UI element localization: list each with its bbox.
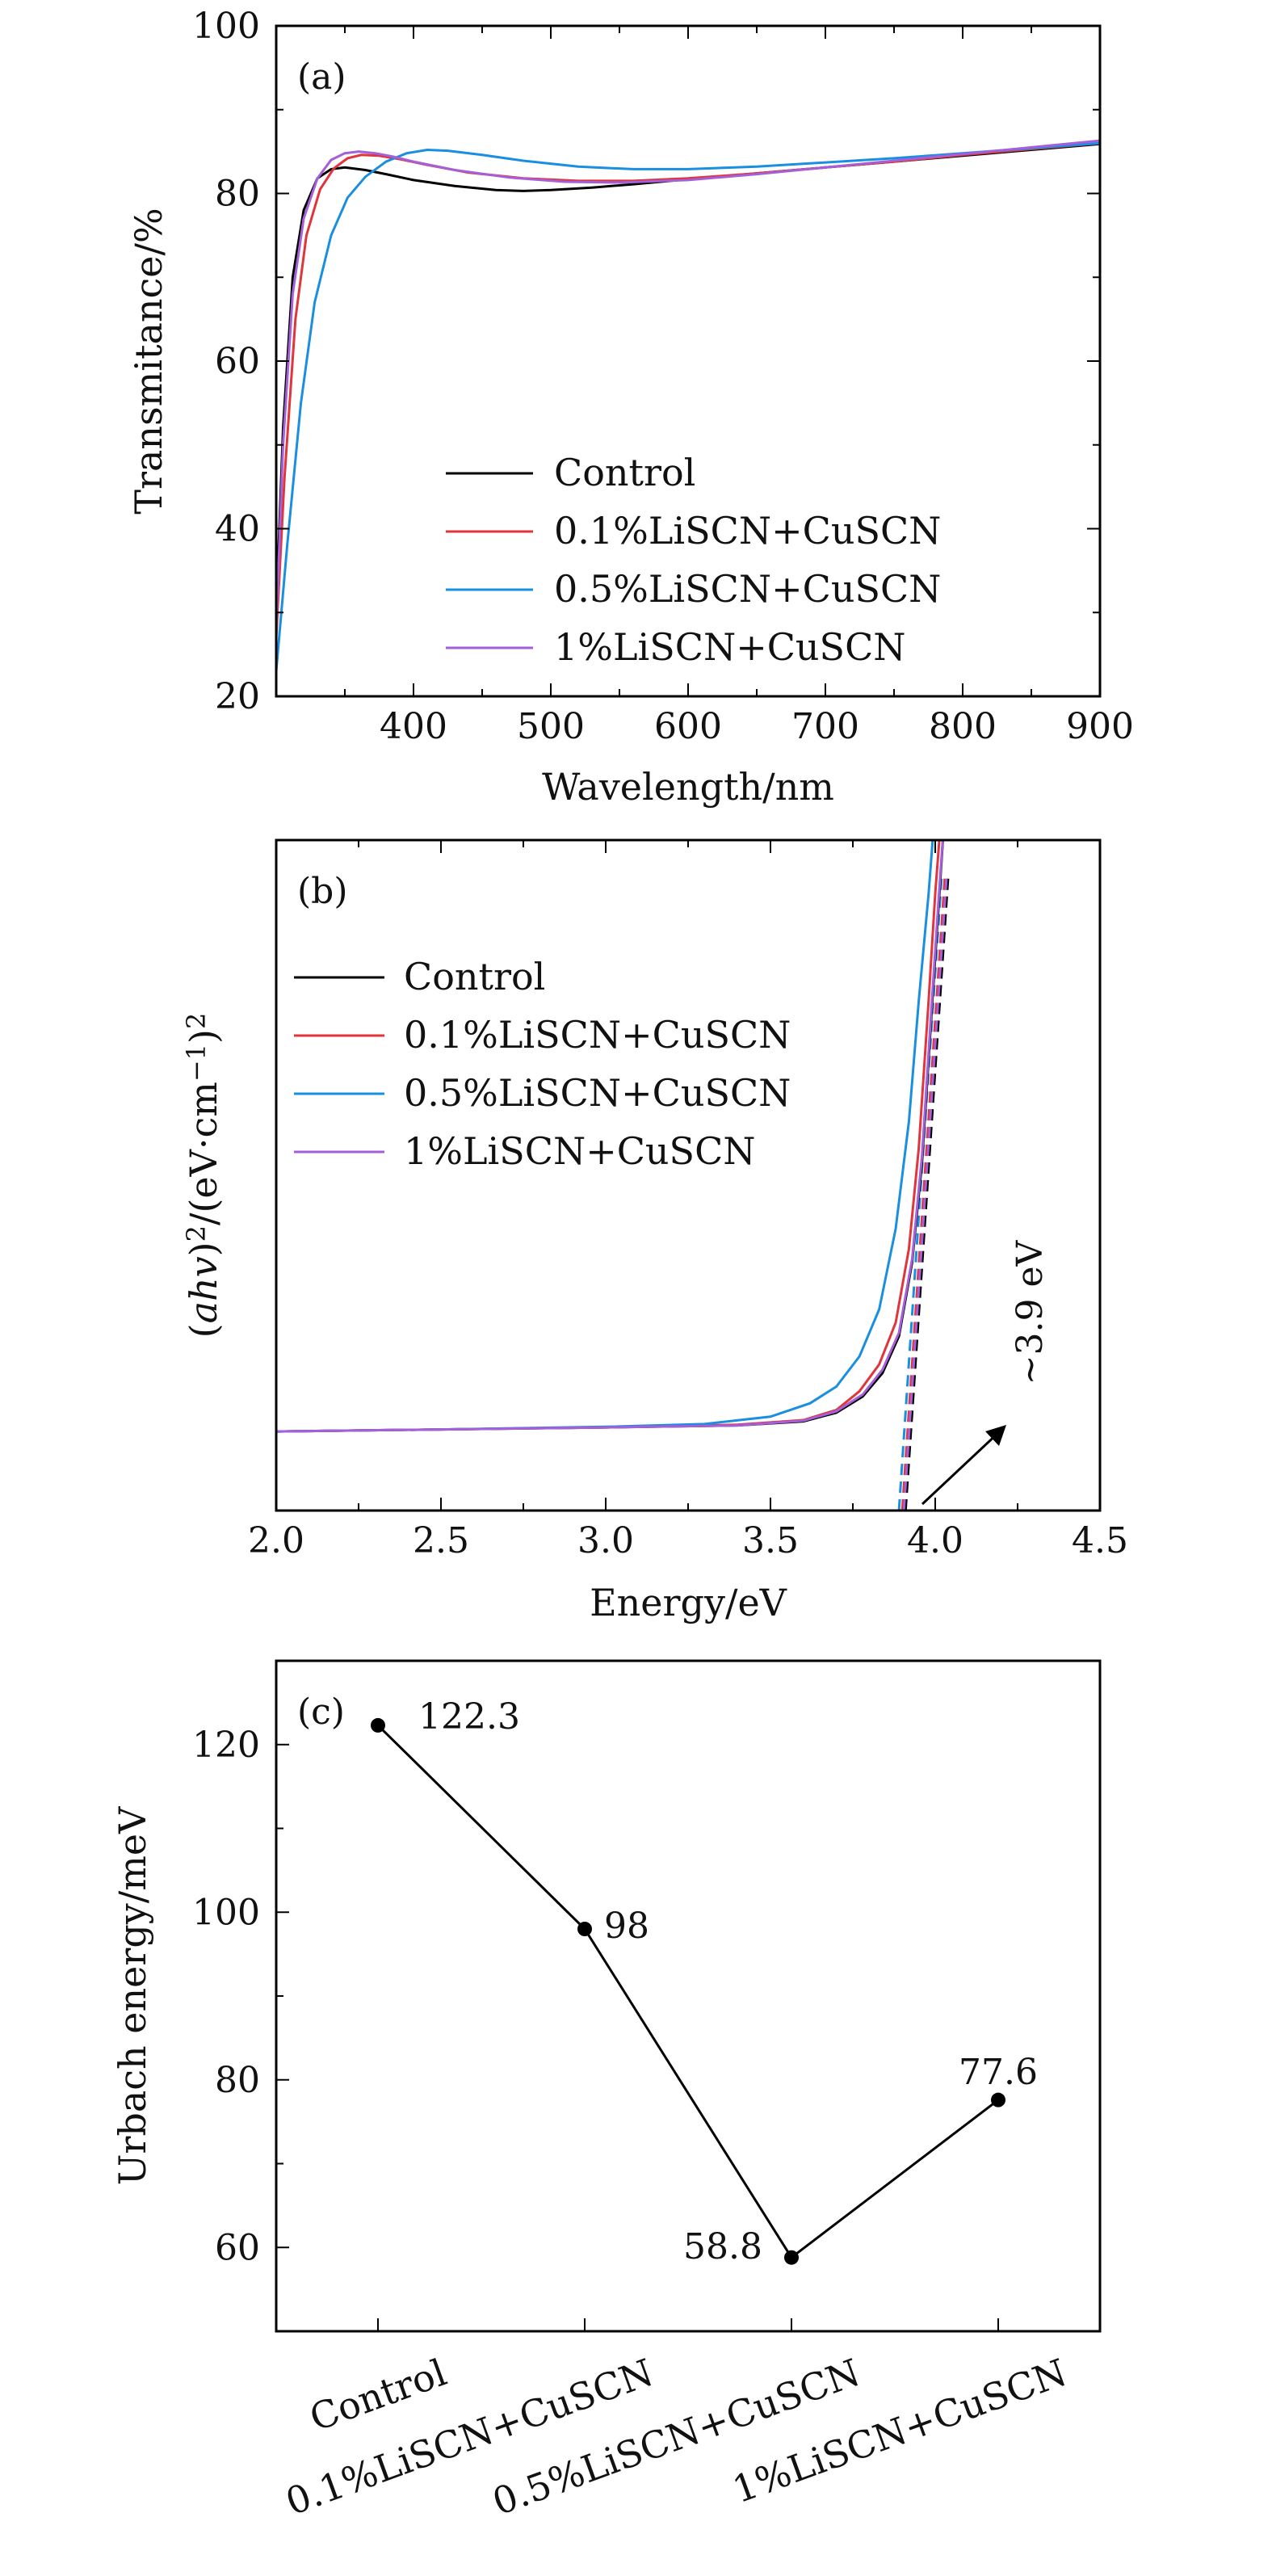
legend-label-b-1: 0.1%LiSCN+CuSCN — [404, 1013, 791, 1057]
x-category-label-c-0: Control — [304, 2351, 451, 2440]
panel-label-a: (a) — [297, 57, 346, 98]
series-line-b-1 — [276, 840, 941, 1433]
x-category-label-c-1: 0.1%LiSCN+CuSCN — [280, 2351, 659, 2524]
y-axis-label-b-part: ( — [182, 1323, 225, 1338]
y-tick-label-c: 60 — [215, 2227, 260, 2268]
data-point-c-2 — [784, 2250, 799, 2265]
y-tick-label-c: 100 — [192, 1892, 260, 1933]
fit-line-b-1 — [900, 873, 947, 1511]
legend-label-b-2: 0.5%LiSCN+CuSCN — [404, 1071, 791, 1115]
data-point-c-1 — [577, 1922, 592, 1936]
series-line-b-2 — [276, 840, 934, 1433]
fit-line-b-3 — [902, 873, 948, 1511]
series-line-b-0 — [276, 840, 945, 1433]
x-tick-label-a: 800 — [929, 706, 997, 747]
data-point-c-3 — [991, 2092, 1005, 2107]
legend-label-a-2: 0.5%LiSCN+CuSCN — [554, 567, 941, 611]
annotation-text-b: ~3.9 eV — [1010, 1239, 1051, 1385]
panel-label-c: (c) — [297, 1691, 345, 1733]
data-label-c-2: 58.8 — [683, 2226, 762, 2267]
x-tick-label-b: 2.5 — [413, 1520, 469, 1561]
legend-label-a-1: 0.1%LiSCN+CuSCN — [554, 509, 941, 553]
series-line-a-2 — [276, 141, 1100, 672]
annotation-arrowhead-b — [985, 1425, 1006, 1446]
legend-label-a-0: Control — [554, 451, 695, 494]
plot-frame-a — [275, 24, 1102, 698]
data-label-c-3: 77.6 — [959, 2052, 1038, 2093]
series-line-a-3 — [276, 139, 1100, 630]
x-tick-label-b: 4.0 — [907, 1520, 963, 1561]
panel-c: 60 80 100 120 122.3 98 58.8 77.6 (c) Urbach energ… — [111, 1660, 1073, 2524]
y-axis-label-b: (ahv)2/(eV·cm−1)2 — [181, 1013, 225, 1338]
x-category-label-c-2: 0.5%LiSCN+CuSCN — [487, 2351, 866, 2524]
x-category-label-c-3: 1%LiSCN+CuSCN — [727, 2351, 1073, 2512]
annotation-arrow-b — [921, 1430, 1001, 1506]
y-axis-label-c: Urbach energy/meV — [111, 1806, 154, 2185]
x-tick-label-a: 700 — [791, 706, 859, 747]
x-axis-label-b: Energy/eV — [590, 1581, 787, 1624]
legend-label-b-3: 1%LiSCN+CuSCN — [404, 1129, 756, 1173]
panel-label-b: (b) — [297, 871, 348, 912]
data-point-c-0 — [371, 1717, 385, 1733]
x-tick-label-a: 900 — [1066, 706, 1134, 747]
x-tick-label-a: 400 — [380, 706, 447, 747]
plot-frame-b — [275, 838, 1102, 1512]
y-axis-label-b-part: /(eV·cm — [182, 1082, 225, 1225]
series-line-a-1 — [276, 141, 1100, 638]
x-axis-label-a: Wavelength/nm — [542, 765, 834, 809]
legend-label-a-3: 1%LiSCN+CuSCN — [554, 625, 906, 669]
x-tick-label-a: 600 — [654, 706, 722, 747]
y-axis-label-a: Transmitance/% — [127, 208, 170, 514]
y-tick-label-c: 80 — [215, 2060, 260, 2101]
fit-line-b-0 — [904, 873, 950, 1511]
y-tick-label-a: 80 — [215, 174, 260, 215]
data-label-c-0: 122.3 — [418, 1696, 520, 1738]
y-axis-label-b-part: ahv — [182, 1256, 225, 1323]
series-line-b-3 — [276, 840, 944, 1433]
x-tick-label-b: 4.5 — [1072, 1520, 1128, 1561]
y-axis-label-b-part: ) — [182, 1029, 225, 1044]
x-tick-label-a: 500 — [517, 706, 585, 747]
plot-frame-c — [275, 1659, 1102, 2333]
y-tick-label-a: 20 — [215, 676, 260, 717]
y-tick-label-a: 60 — [215, 341, 260, 382]
x-tick-label-b: 3.0 — [577, 1520, 634, 1561]
legend-label-b-0: Control — [404, 955, 545, 998]
y-tick-label-c: 120 — [192, 1725, 260, 1766]
x-tick-label-b: 2.0 — [248, 1520, 304, 1561]
x-tick-label-b: 3.5 — [742, 1520, 799, 1561]
data-label-c-1: 98 — [604, 1906, 649, 1947]
panel-a: 20 40 60 80 100 400 500 600 700 800 900 (a) Waveleng… — [127, 6, 1134, 809]
y-axis-label-b-part: 2 — [181, 1225, 212, 1242]
y-axis-label-b-part: ) — [182, 1242, 225, 1256]
y-tick-label-a: 40 — [215, 509, 260, 550]
panel-b: 2.0 2.5 3.0 3.5 4.0 4.5(b)Energy/eV(ahv)2/(eV… — [181, 840, 1128, 1624]
series-line-c — [376, 1724, 999, 2259]
y-tick-label-a: 100 — [192, 6, 260, 47]
y-axis-label-b-part: −1 — [181, 1044, 212, 1082]
y-axis-label-b-part: 2 — [181, 1013, 212, 1029]
